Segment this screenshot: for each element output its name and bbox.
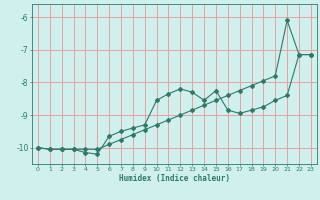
- X-axis label: Humidex (Indice chaleur): Humidex (Indice chaleur): [119, 174, 230, 183]
